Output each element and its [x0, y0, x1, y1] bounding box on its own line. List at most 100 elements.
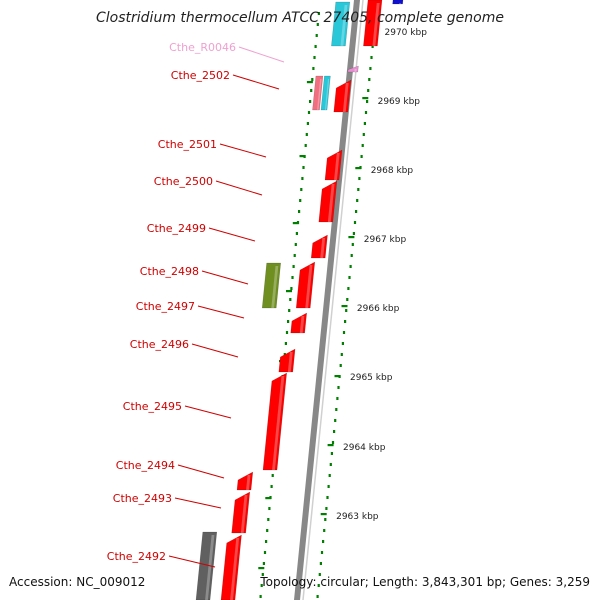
scale-label: 2963 kbp	[336, 512, 379, 522]
leader-line	[184, 405, 232, 419]
outer-dot	[355, 210, 358, 213]
inner-dot	[315, 34, 318, 37]
inner-tick	[286, 290, 292, 293]
inner-dot	[314, 45, 317, 48]
inner-tick	[306, 81, 313, 84]
scale-label: 2968 kbp	[371, 166, 414, 176]
leader-line	[215, 180, 263, 196]
gene-feature	[331, 1, 351, 47]
outer-dot	[319, 562, 322, 565]
inner-dot	[317, 12, 320, 15]
outer-dot	[339, 364, 342, 367]
scale-label-layer: 2970 kbp 2969 kbp 2968 kbp 2967 kbp 2966 kbp…	[336, 28, 427, 522]
gene-feature	[290, 312, 307, 334]
gene-feature-shade	[287, 352, 293, 372]
gene-feature-shade	[354, 69, 357, 72]
gene-feature	[231, 491, 251, 534]
outer-dot	[369, 67, 372, 70]
kbp-tick	[355, 167, 362, 170]
inner-tick	[292, 222, 299, 225]
gene-feature	[320, 75, 331, 111]
kbp-tick	[341, 305, 348, 308]
scale-label: 2969 kbp	[378, 97, 421, 107]
inner-dot	[299, 199, 302, 202]
outer-dot	[349, 265, 352, 268]
inner-dot	[265, 540, 268, 543]
inner-dot	[268, 507, 271, 510]
inner-dot	[262, 562, 265, 565]
inner-tick	[265, 497, 272, 500]
inner-dot	[301, 177, 304, 180]
inner-dot	[311, 78, 314, 81]
gene-label: Cthe_2500	[154, 175, 213, 188]
map-title: Clostridium thermocellum ATCC 27405, com…	[96, 10, 504, 26]
outer-dot	[320, 551, 324, 554]
gene-feature	[195, 531, 218, 600]
backbone	[294, 0, 360, 600]
outer-dot	[346, 298, 349, 301]
gene-feature-shade	[246, 475, 251, 490]
gene-feature	[324, 149, 343, 181]
leader-line	[201, 270, 249, 285]
inner-tick	[299, 155, 306, 158]
gene-label: Cthe_R0046	[169, 41, 236, 54]
outer-dot	[331, 441, 335, 444]
inner-dot	[261, 573, 264, 576]
outer-dot	[318, 573, 321, 576]
outer-dot	[371, 45, 374, 48]
inner-dot	[307, 111, 311, 114]
outer-dot	[327, 485, 330, 488]
label-layer: Cthe_R0046 Cthe_2502 Cthe_2501 Cthe_2500 Cth…	[107, 41, 236, 563]
backbone-layer	[294, 0, 364, 600]
leader-line	[238, 46, 285, 63]
gene-feature-shade	[230, 538, 240, 600]
scale-label: 2964 kbp	[343, 443, 386, 453]
gene-feature-shade	[399, 3, 402, 4]
gene-label: Cthe_2492	[107, 550, 166, 563]
outer-dot	[370, 56, 373, 59]
inner-dot	[305, 133, 308, 136]
outer-dot	[330, 452, 333, 455]
gene-feature	[261, 262, 281, 309]
outer-dot	[335, 408, 338, 411]
outer-dot	[367, 89, 370, 92]
gene-feature-shade	[305, 265, 313, 308]
gene-label: Cthe_2497	[136, 300, 195, 313]
scale-label: 2970 kbp	[385, 28, 428, 38]
leader-line-layer	[168, 46, 285, 568]
gene-feature-shade	[317, 79, 322, 110]
outer-dot	[351, 243, 354, 246]
inner-dot	[295, 232, 298, 235]
gene-feature	[262, 372, 287, 471]
backbone-highlight	[302, 0, 364, 600]
outer-dot	[317, 584, 320, 587]
gene-feature-shade	[327, 184, 335, 222]
inner-dot	[289, 298, 292, 301]
leader-line	[177, 464, 225, 479]
gene-feature	[392, 0, 404, 5]
outer-dot	[366, 100, 369, 103]
outer-dot	[322, 540, 325, 543]
inner-dot	[267, 518, 270, 521]
inner-dot	[313, 56, 316, 59]
inner-dot	[260, 584, 263, 587]
inner-dot	[300, 188, 303, 191]
feature-layer	[195, 0, 404, 600]
outer-dot	[352, 232, 355, 235]
outer-dot	[350, 254, 353, 257]
outer-dot	[329, 463, 332, 466]
kbp-tick	[327, 444, 334, 447]
inner-dot	[287, 320, 290, 323]
kbp-tick	[362, 97, 369, 100]
outer-dot	[345, 309, 348, 312]
gene-feature-shade	[272, 376, 285, 470]
outer-dot	[364, 111, 368, 114]
gene-feature-shade	[324, 79, 330, 110]
gene-feature	[278, 348, 296, 373]
outer-dot	[323, 529, 326, 532]
outer-dot	[347, 287, 350, 290]
inner-dot	[259, 595, 262, 598]
inner-dot	[304, 144, 307, 147]
inner-dot	[270, 485, 273, 488]
